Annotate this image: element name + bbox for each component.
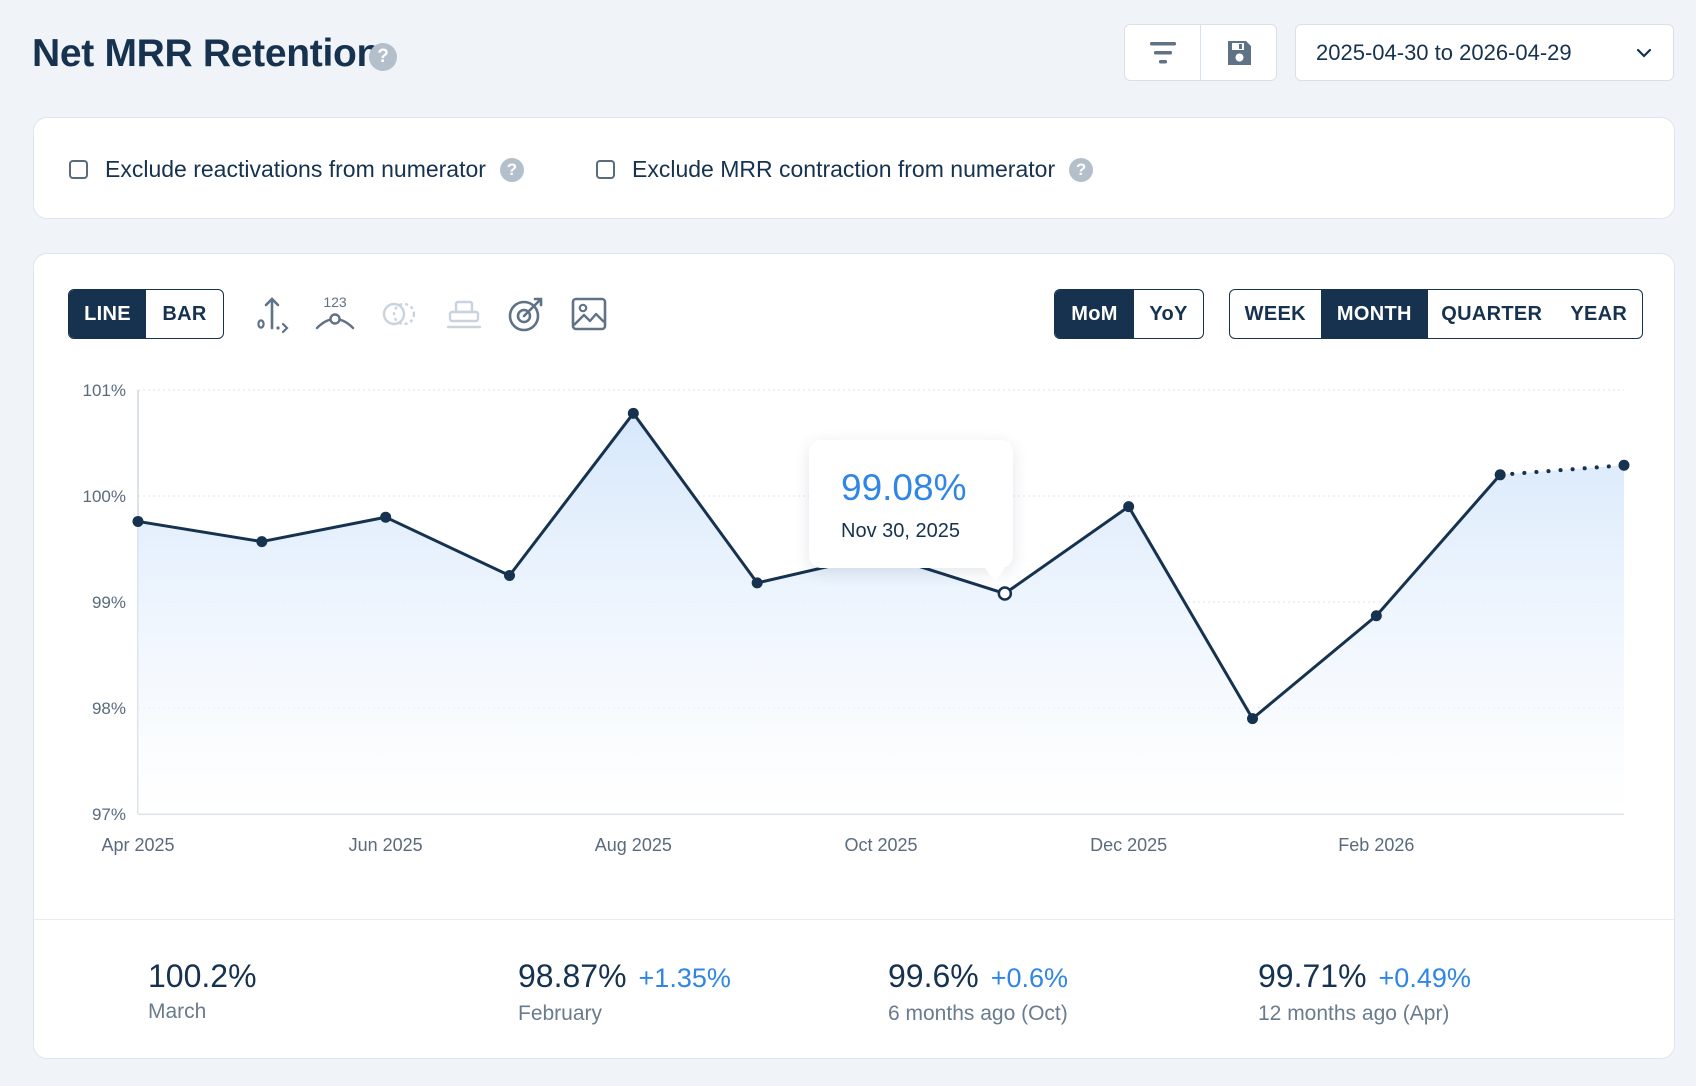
series-line xyxy=(137,411,1502,721)
data-point[interactable] xyxy=(1370,610,1382,622)
header-actions xyxy=(1124,24,1277,81)
image-export-icon[interactable] xyxy=(569,294,609,334)
tooltip-value: 99.08% xyxy=(841,467,967,508)
x-tick-label: Dec 2025 xyxy=(1090,835,1167,855)
exclude-contraction-label: Exclude MRR contraction from numerator xyxy=(632,156,1056,182)
mom-button[interactable]: MoM xyxy=(1055,290,1134,338)
stat-label: 6 months ago (Oct) xyxy=(888,1002,1068,1025)
data-point[interactable] xyxy=(256,536,268,548)
stat-delta: +1.35% xyxy=(638,963,731,993)
y-tick-label: 97% xyxy=(92,805,126,824)
exclude-reactivations-option: Exclude reactivations from numerator ? xyxy=(69,156,524,183)
month-button[interactable]: MONTH xyxy=(1320,290,1429,338)
x-tick-label: Oct 2025 xyxy=(844,835,917,855)
quarter-button[interactable]: QUARTER xyxy=(1441,302,1543,325)
stat-current: 100.2% March xyxy=(148,957,257,1024)
data-point[interactable] xyxy=(1494,469,1506,481)
stat-delta: +0.49% xyxy=(1378,963,1471,993)
chevron-down-icon xyxy=(1636,48,1652,58)
x-tick-label: Aug 2025 xyxy=(595,835,672,855)
y-axis-labels: 97% 98% 99% 100% 101% xyxy=(83,381,126,824)
divider xyxy=(34,919,1674,920)
data-point[interactable] xyxy=(380,511,392,523)
chart-panel: LINE BAR 123 MoM YoY WEEK xyxy=(33,253,1675,1059)
goal-target-icon[interactable] xyxy=(506,294,546,334)
area-fill xyxy=(138,413,1624,814)
data-point[interactable] xyxy=(1618,459,1630,471)
tooltip-date: Nov 30, 2025 xyxy=(841,520,960,542)
yoy-button[interactable]: YoY xyxy=(1149,302,1188,325)
help-icon[interactable]: ? xyxy=(499,157,524,182)
data-point-highlighted[interactable] xyxy=(997,586,1013,601)
x-tick-label: Jun 2025 xyxy=(349,835,423,855)
save-button[interactable] xyxy=(1200,25,1276,80)
stat-value: 100.2% xyxy=(148,958,257,994)
stat-previous-month: 98.87% +1.35% February xyxy=(518,957,731,1026)
comparison-toggle: MoM YoY xyxy=(1054,289,1204,339)
compare-overlay-icon[interactable] xyxy=(379,294,419,334)
x-tick-label: Feb 2026 xyxy=(1338,835,1414,855)
stack-icon[interactable] xyxy=(444,294,484,334)
y-tick-label: 98% xyxy=(92,699,126,718)
data-points xyxy=(132,407,1630,725)
stat-6-months: 99.6% +0.6% 6 months ago (Oct) xyxy=(888,957,1068,1026)
data-point[interactable] xyxy=(1123,501,1135,513)
interval-toggle: WEEK MONTH QUARTER YEAR xyxy=(1229,289,1643,339)
week-button[interactable]: WEEK xyxy=(1244,302,1306,325)
line-chart-button[interactable]: LINE xyxy=(69,290,146,338)
exclude-contraction-checkbox[interactable] xyxy=(596,160,615,179)
stat-value: 99.71% xyxy=(1258,958,1367,994)
chart-type-toggle: LINE BAR xyxy=(68,289,224,339)
stat-12-months: 99.71% +0.49% 12 months ago (Apr) xyxy=(1258,957,1471,1026)
data-point[interactable] xyxy=(627,407,639,419)
exclude-reactivations-checkbox[interactable] xyxy=(69,160,88,179)
help-icon[interactable]: ? xyxy=(369,43,397,71)
data-labels-button[interactable]: 123 xyxy=(313,294,357,334)
projected-series-line xyxy=(1498,463,1626,477)
date-range-select[interactable]: 2025-04-30 to 2026-04-29 xyxy=(1295,24,1674,81)
stat-label: March xyxy=(148,1000,207,1023)
date-range-value: 2025-04-30 to 2026-04-29 xyxy=(1316,39,1572,65)
stat-delta: +0.6% xyxy=(990,963,1069,993)
bar-chart-button[interactable]: BAR xyxy=(162,302,207,325)
data-point[interactable] xyxy=(132,515,144,527)
retention-line-chart: 97% 98% 99% 100% 101% Apr 2025 Jun 2025 Aug 20… xyxy=(83,381,1630,855)
y-tick-label: 99% xyxy=(92,593,126,612)
data-point[interactable] xyxy=(504,570,515,581)
stat-label: 12 months ago (Apr) xyxy=(1258,1002,1450,1025)
exclude-contraction-option: Exclude MRR contraction from numerator ? xyxy=(596,156,1094,183)
data-labels-icon: 123 xyxy=(315,294,355,330)
data-point[interactable] xyxy=(1247,713,1258,725)
help-icon[interactable]: ? xyxy=(1069,157,1094,182)
x-tick-label: Apr 2025 xyxy=(101,835,174,855)
stat-value: 99.6% xyxy=(888,958,979,994)
chart-tooltip: 99.08% Nov 30, 2025 xyxy=(809,440,1013,582)
stat-value: 98.87% xyxy=(518,958,627,994)
save-icon xyxy=(1227,40,1251,65)
x-axis-labels: Apr 2025 Jun 2025 Aug 2025 Oct 2025 Dec 2025… xyxy=(101,835,1414,855)
page-title: Net MRR Retention xyxy=(32,32,381,75)
y-tick-label: 101% xyxy=(83,381,126,400)
year-button[interactable]: YEAR xyxy=(1570,302,1628,325)
data-point[interactable] xyxy=(751,577,763,589)
exclude-reactivations-label: Exclude reactivations from numerator xyxy=(105,156,486,182)
filter-button[interactable] xyxy=(1125,25,1200,80)
data-labels-icon-text: 123 xyxy=(323,294,347,310)
filter-icon xyxy=(1149,41,1176,63)
options-panel: Exclude reactivations from numerator ? E… xyxy=(33,117,1675,219)
axis-scale-icon[interactable] xyxy=(252,294,292,334)
y-tick-label: 100% xyxy=(83,487,126,506)
stat-label: February xyxy=(518,1002,603,1025)
